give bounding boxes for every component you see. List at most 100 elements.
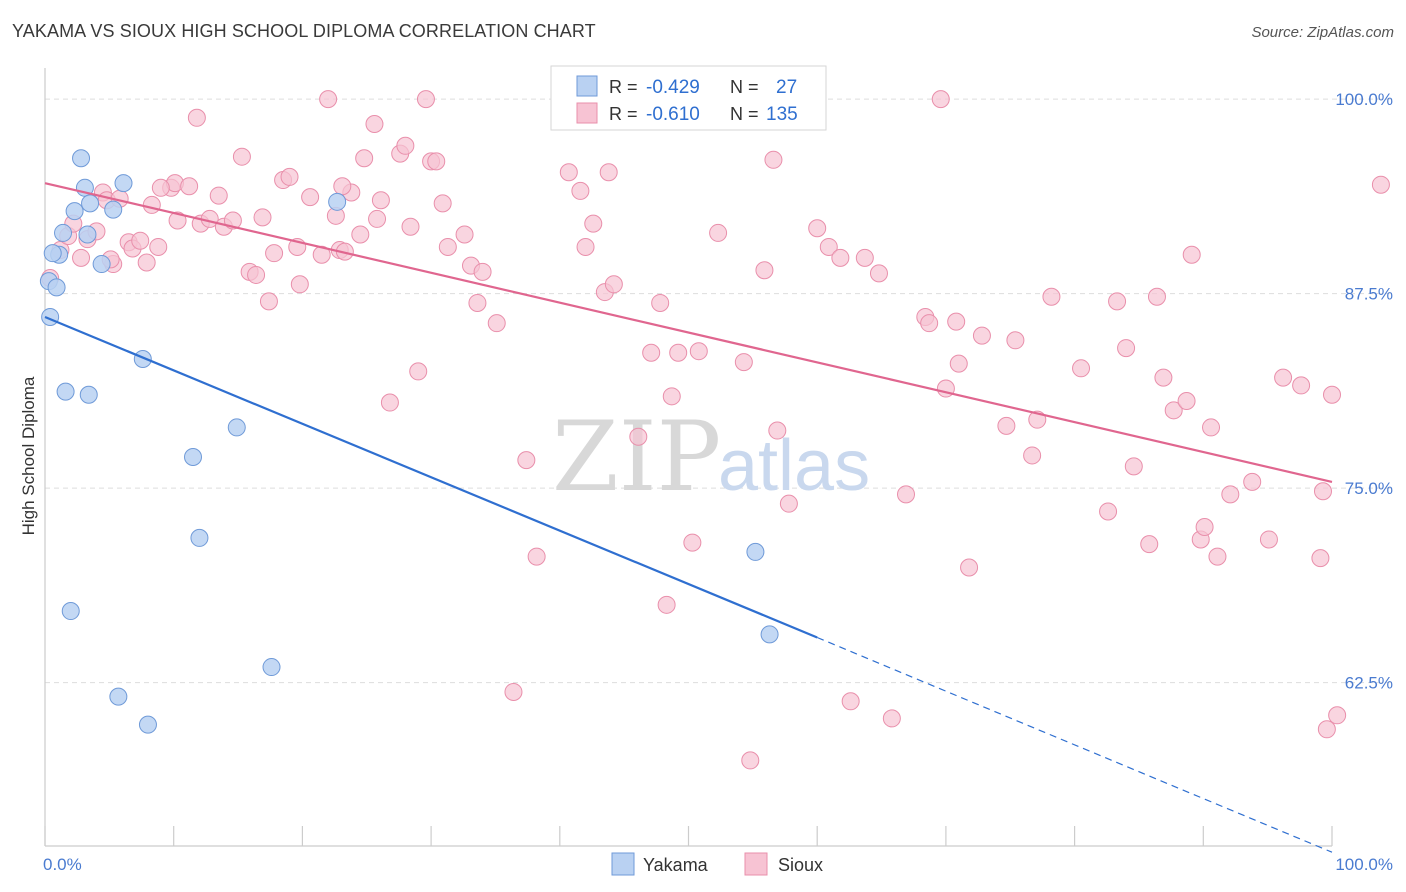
sioux-point <box>657 595 676 614</box>
legend-n-label: N = <box>730 104 759 124</box>
sioux-point <box>882 709 901 728</box>
sioux-point <box>571 181 590 200</box>
x-tick-label: 100.0% <box>1335 855 1393 874</box>
sioux-point <box>438 237 457 256</box>
watermark-zip: ZIP <box>552 401 721 513</box>
sioux-point <box>651 293 670 312</box>
yakama-point <box>72 149 91 168</box>
sioux-point <box>253 208 272 227</box>
sioux-point <box>427 152 446 171</box>
yakama-point <box>65 202 84 221</box>
sioux-point <box>841 692 860 711</box>
legend-box: R = -0.429 N = 27 R = -0.610 N = 135 <box>550 65 827 131</box>
sioux-point <box>831 248 850 267</box>
sioux-point <box>1313 482 1332 501</box>
sioux-point <box>1099 502 1118 521</box>
sioux-point <box>487 314 506 333</box>
sioux-point <box>355 149 374 168</box>
sioux-point <box>931 90 950 109</box>
sioux-point <box>151 178 170 197</box>
sioux-point <box>1164 401 1183 420</box>
sioux-point <box>396 136 415 155</box>
sioux-point <box>819 237 838 256</box>
yakama-point <box>184 448 203 466</box>
sioux-point <box>142 195 161 214</box>
sioux-point <box>504 682 523 701</box>
bottom-legend-label-sioux: Sioux <box>778 855 823 875</box>
y-axis-title: High School Diploma <box>19 376 38 535</box>
yakama-point <box>746 542 765 561</box>
sioux-point <box>416 90 435 109</box>
legend-swatch-sioux <box>576 102 598 124</box>
sioux-point <box>1042 287 1061 306</box>
legend-r-value: -0.610 <box>646 104 700 125</box>
sioux-point <box>473 262 492 281</box>
sioux-point <box>455 225 474 244</box>
sioux-point <box>897 485 916 504</box>
sioux-point <box>734 353 753 372</box>
yakama-point <box>227 418 246 437</box>
gridlines <box>45 98 1392 684</box>
sioux-point <box>517 451 536 470</box>
sioux-point <box>584 214 603 233</box>
yakama-point <box>54 223 73 242</box>
sioux-point <box>168 211 187 230</box>
yakama-trend-extension <box>816 636 1333 853</box>
sioux-point <box>319 90 338 109</box>
yakama-point <box>79 385 98 404</box>
sioux-point <box>72 248 91 267</box>
legend-r-value: -0.429 <box>646 77 700 98</box>
yakama-point <box>78 225 97 244</box>
sioux-point <box>1311 549 1330 568</box>
sioux-point <box>1140 535 1159 554</box>
bottom-legend: Yakama Sioux <box>611 852 823 876</box>
source-label: Source: ZipAtlas.com <box>1251 24 1394 41</box>
sioux-point <box>604 275 623 294</box>
yakama-point <box>92 255 111 274</box>
sioux-point <box>1243 472 1262 491</box>
sioux-point <box>947 312 966 331</box>
sioux-point <box>1221 485 1240 504</box>
sioux-point <box>1195 518 1214 537</box>
sioux-point <box>949 354 968 373</box>
y-tick-label: 100.0% <box>1335 90 1393 109</box>
sioux-point <box>1317 720 1336 739</box>
sioux-point <box>779 494 798 513</box>
sioux-point <box>259 292 278 311</box>
sioux-point <box>755 261 774 280</box>
sioux-point <box>527 547 546 566</box>
sioux-point <box>599 163 618 182</box>
sioux-point <box>559 163 578 182</box>
sioux-point <box>209 186 228 205</box>
sioux-point <box>368 209 387 228</box>
sioux-point <box>960 558 979 577</box>
sioux-point <box>149 237 168 256</box>
sioux-point <box>468 293 487 312</box>
sioux-point <box>662 387 681 406</box>
sioux-point <box>764 150 783 169</box>
sioux-point <box>433 194 452 213</box>
sioux-point <box>855 248 874 267</box>
sioux-point <box>642 343 661 362</box>
yakama-point <box>81 194 100 213</box>
yakama-point <box>47 278 66 297</box>
sioux-point <box>265 244 284 263</box>
sioux-point <box>409 362 428 381</box>
sioux-point <box>312 245 331 264</box>
sioux-point <box>1154 368 1173 387</box>
sioux-point <box>1323 385 1341 404</box>
sioux-point <box>1072 359 1091 378</box>
yakama-point <box>41 307 60 326</box>
yakama-point <box>328 192 347 211</box>
chart-title: YAKAMA VS SIOUX HIGH SCHOOL DIPLOMA CORR… <box>12 21 596 41</box>
yakama-point <box>760 625 779 644</box>
sioux-points <box>41 90 1390 770</box>
sioux-point <box>768 421 787 440</box>
legend-n-value: 135 <box>766 104 798 125</box>
sioux-point <box>1259 530 1278 549</box>
legend-r-label: R = <box>609 104 638 124</box>
sioux-point <box>371 191 390 210</box>
sioux-point <box>351 225 370 244</box>
sioux-point <box>380 393 399 412</box>
